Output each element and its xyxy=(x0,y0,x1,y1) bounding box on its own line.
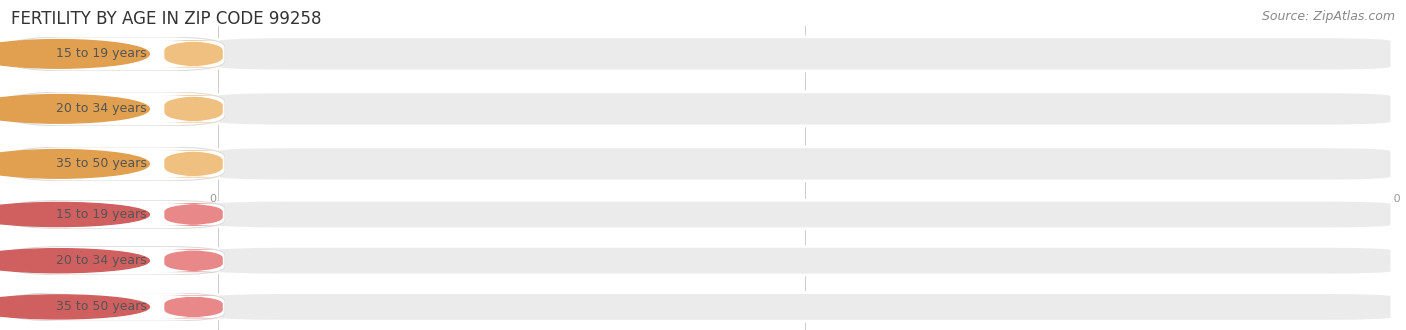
FancyBboxPatch shape xyxy=(8,200,225,229)
FancyBboxPatch shape xyxy=(157,249,229,272)
Circle shape xyxy=(0,295,149,319)
FancyBboxPatch shape xyxy=(218,293,1392,321)
Circle shape xyxy=(0,149,149,178)
FancyBboxPatch shape xyxy=(8,293,225,321)
FancyBboxPatch shape xyxy=(218,247,1392,275)
FancyBboxPatch shape xyxy=(157,295,229,318)
FancyBboxPatch shape xyxy=(157,40,229,68)
Text: 0.0%: 0.0% xyxy=(179,256,209,266)
Circle shape xyxy=(0,95,149,123)
Text: 0.0: 0.0 xyxy=(184,104,204,114)
FancyBboxPatch shape xyxy=(157,203,229,226)
Text: 0.0%: 0.0% xyxy=(179,210,209,219)
Text: 15 to 19 years: 15 to 19 years xyxy=(56,48,146,60)
Text: FERTILITY BY AGE IN ZIP CODE 99258: FERTILITY BY AGE IN ZIP CODE 99258 xyxy=(11,10,322,28)
FancyBboxPatch shape xyxy=(218,147,1392,181)
Circle shape xyxy=(0,203,149,226)
FancyBboxPatch shape xyxy=(218,37,1392,71)
Text: 20 to 34 years: 20 to 34 years xyxy=(56,254,146,267)
FancyBboxPatch shape xyxy=(8,247,225,275)
Text: 15 to 19 years: 15 to 19 years xyxy=(56,208,146,221)
Text: 20 to 34 years: 20 to 34 years xyxy=(56,102,146,115)
FancyBboxPatch shape xyxy=(8,37,225,71)
FancyBboxPatch shape xyxy=(8,92,225,126)
Text: 35 to 50 years: 35 to 50 years xyxy=(56,300,148,314)
FancyBboxPatch shape xyxy=(218,92,1392,126)
FancyBboxPatch shape xyxy=(8,147,225,181)
Text: 0.0: 0.0 xyxy=(184,159,204,169)
Text: 0.0: 0.0 xyxy=(184,49,204,59)
FancyBboxPatch shape xyxy=(157,95,229,122)
FancyBboxPatch shape xyxy=(218,200,1392,229)
Circle shape xyxy=(0,40,149,68)
FancyBboxPatch shape xyxy=(157,150,229,178)
Text: 0.0%: 0.0% xyxy=(179,302,209,312)
Text: 35 to 50 years: 35 to 50 years xyxy=(56,157,148,170)
Text: Source: ZipAtlas.com: Source: ZipAtlas.com xyxy=(1261,10,1395,23)
Circle shape xyxy=(0,249,149,273)
